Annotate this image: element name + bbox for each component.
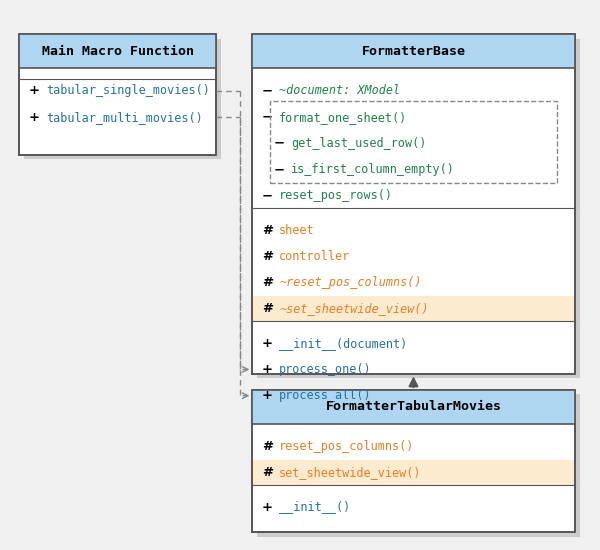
Text: +: +	[29, 111, 40, 124]
Text: set_sheetwide_view(): set_sheetwide_view()	[279, 466, 422, 479]
Text: #: #	[262, 440, 272, 453]
Text: controller: controller	[279, 250, 350, 263]
Text: −: −	[274, 163, 284, 176]
Text: −: −	[274, 137, 284, 150]
Text: ~reset_pos_columns(): ~reset_pos_columns()	[279, 276, 422, 289]
Text: #: #	[262, 276, 272, 289]
Text: +: +	[262, 500, 272, 514]
Text: +: +	[262, 389, 272, 402]
Text: process_all(): process_all()	[279, 389, 372, 402]
FancyBboxPatch shape	[252, 390, 575, 424]
Text: ~document: XModel: ~document: XModel	[279, 84, 400, 97]
Text: +: +	[262, 363, 272, 376]
FancyBboxPatch shape	[257, 39, 580, 378]
FancyBboxPatch shape	[253, 296, 574, 322]
FancyBboxPatch shape	[19, 34, 217, 155]
Text: sheet: sheet	[279, 224, 315, 236]
Text: tabular_multi_movies(): tabular_multi_movies()	[46, 111, 203, 124]
Text: −: −	[262, 189, 273, 202]
Text: reset_pos_rows(): reset_pos_rows()	[279, 189, 393, 202]
Text: tabular_single_movies(): tabular_single_movies()	[46, 84, 210, 97]
FancyBboxPatch shape	[253, 460, 574, 486]
Text: #: #	[262, 302, 272, 316]
Text: +: +	[262, 337, 272, 350]
Text: #: #	[262, 224, 272, 236]
FancyBboxPatch shape	[252, 34, 575, 373]
Text: process_one(): process_one()	[279, 363, 372, 376]
Text: is_first_column_empty(): is_first_column_empty()	[291, 163, 455, 176]
Text: ~set_sheetwide_view(): ~set_sheetwide_view()	[279, 302, 429, 316]
Text: __init__(): __init__()	[279, 500, 350, 514]
Text: #: #	[262, 250, 272, 263]
FancyBboxPatch shape	[257, 394, 580, 537]
Text: +: +	[29, 84, 40, 97]
FancyBboxPatch shape	[19, 34, 217, 68]
Text: −: −	[262, 111, 273, 124]
Text: get_last_used_row(): get_last_used_row()	[291, 137, 427, 150]
FancyBboxPatch shape	[24, 39, 221, 159]
Text: −: −	[262, 84, 273, 97]
Text: format_one_sheet(): format_one_sheet()	[279, 111, 407, 124]
Text: FormatterTabularMovies: FormatterTabularMovies	[325, 400, 502, 414]
Text: Main Macro Function: Main Macro Function	[42, 45, 194, 58]
Text: FormatterBase: FormatterBase	[361, 45, 466, 58]
Text: #: #	[262, 466, 272, 479]
Text: reset_pos_columns(): reset_pos_columns()	[279, 440, 415, 453]
FancyBboxPatch shape	[252, 390, 575, 532]
Text: __init__(document): __init__(document)	[279, 337, 407, 350]
FancyBboxPatch shape	[252, 34, 575, 68]
